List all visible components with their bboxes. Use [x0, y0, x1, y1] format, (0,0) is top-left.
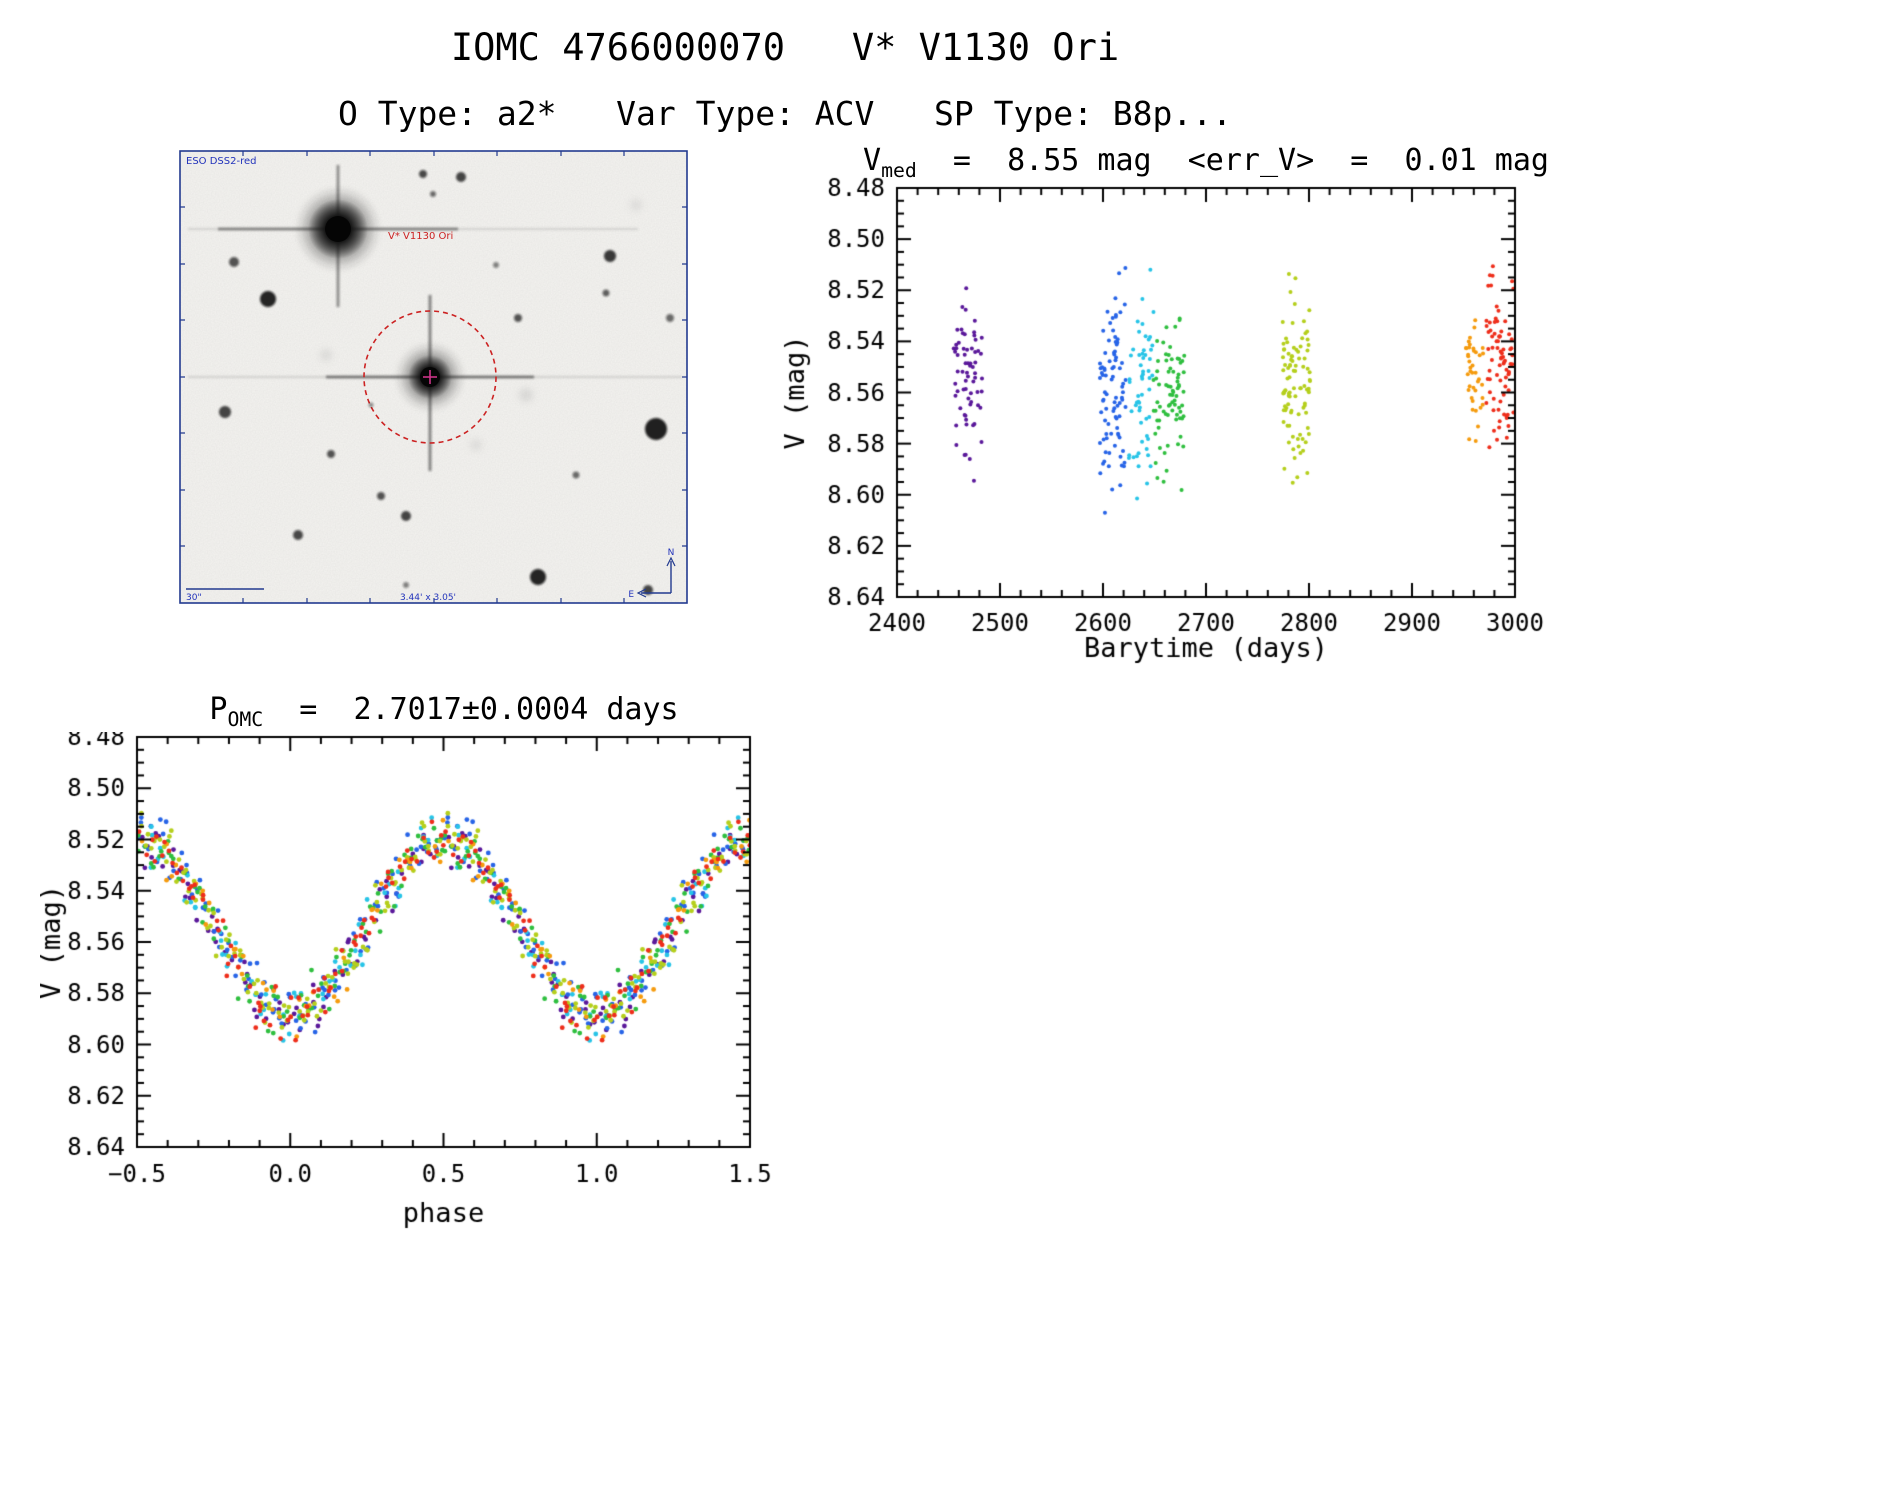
- page-title: IOMC 4766000070 V* V1130 Ori: [450, 26, 1120, 69]
- target-label: V* V1130 Ori: [388, 231, 453, 242]
- fov-label: 3.44' x 3.05': [400, 593, 456, 603]
- page-subtitle: O Type: a2* Var Type: ACV SP Type: B8p..…: [337, 94, 1233, 133]
- phase-folded-chart: POMC = 2.7017±0.0004 days: [40, 682, 810, 1297]
- barytime-lightcurve-chart: Vmed = 8.55 mag <err_V> = 0.01 mag: [780, 135, 1550, 740]
- target-marker: [363, 310, 497, 444]
- barytime-plot-canvas: [780, 175, 1550, 735]
- survey-label: ESO DSS2-red: [186, 156, 256, 167]
- finder-chart: ESO DSS2-red V* V1130 Ori 30" 3.44' x 3.…: [166, 145, 701, 620]
- phase-chart-title: POMC = 2.7017±0.0004 days: [40, 692, 810, 731]
- barytime-chart-title: Vmed = 8.55 mag <err_V> = 0.01 mag: [780, 143, 1550, 182]
- finder-chart-image: ESO DSS2-red V* V1130 Ori 30" 3.44' x 3.…: [179, 150, 688, 604]
- period-value-text: = 2.7017±0.0004 days: [263, 692, 679, 727]
- phase-plot-canvas: [40, 732, 810, 1292]
- vmed-value-text: = 8.55 mag <err_V> = 0.01 mag: [916, 143, 1549, 178]
- period-subscript: OMC: [227, 708, 264, 731]
- bright-field-star: [296, 187, 380, 271]
- sky-frame-ticks: [180, 151, 687, 603]
- faint-galaxies: [320, 199, 642, 451]
- vmed-symbol: V: [863, 143, 882, 178]
- scale-bar: 30": [186, 588, 264, 603]
- compass-north-label: N: [668, 548, 675, 558]
- field-stars: [219, 170, 674, 595]
- compass-east-label: E: [628, 590, 634, 600]
- scale-bar-label: 30": [186, 593, 202, 603]
- compass-rose: N E: [628, 548, 676, 600]
- period-symbol: P: [209, 692, 228, 727]
